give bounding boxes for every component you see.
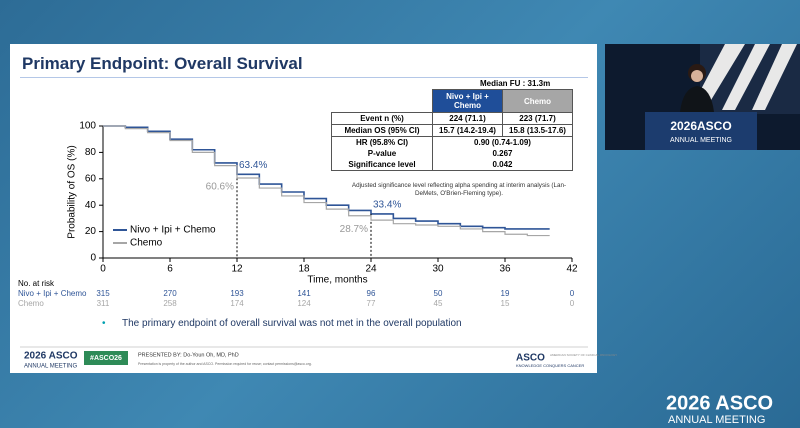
table-row: Significance level 0.042 [331,159,573,171]
risk-count: 19 [501,289,510,298]
risk-count: 0 [570,299,575,308]
risk-count: 96 [367,289,376,298]
footer-logo: 2026 ASCO [24,351,78,362]
header-row: Nivo + Ipi + Chemo Chemo [331,89,573,113]
row-label: HR (95.8% CI) [331,136,433,148]
risk-count: 45 [434,299,443,308]
cell-value: 15.7 (14.2-19.4) [432,124,503,137]
risk-count: 0 [570,289,575,298]
podium-logo: 2026ASCO [670,119,731,133]
table-note: Adjusted significance level reflecting a… [351,182,567,197]
y-tick-label: 100 [79,121,96,132]
risk-row-label: Nivo + Ipi + Chemo [18,289,87,298]
data-label: 60.6% [206,182,234,193]
table-row: Median OS (95% CI) 15.7 (14.2-19.4) 15.8 (… [331,124,573,137]
org-name: AMERICAN SOCIETY OF CLINICAL ONCOLOGY [550,353,617,357]
hashtag: #ASCO26 [90,355,122,362]
risk-count: 258 [163,299,177,308]
x-tick-label: 42 [566,264,578,275]
data-label: 28.7% [340,224,368,235]
x-tick-label: 30 [432,264,444,275]
results-table: Nivo + Ipi + Chemo Chemo Event n (%) 224 (7… [331,89,573,171]
risk-count: 124 [297,299,311,308]
legend-label: Nivo + Ipi + Chemo [130,225,216,236]
risk-count: 311 [97,299,110,308]
corner-cell [331,89,433,113]
risk-count: 315 [96,289,110,298]
y-tick-label: 40 [85,200,97,211]
risk-count: 193 [230,289,244,298]
arm-header: Nivo + Ipi + Chemo [432,89,503,113]
title-rule [20,77,588,78]
cell-value: 223 (71.7) [502,112,573,125]
table-row: P-value 0.267 [331,148,573,159]
risk-row-label: Chemo [18,299,44,308]
risk-count: 50 [434,289,443,298]
x-tick-label: 18 [298,264,310,275]
x-tick-label: 0 [100,264,106,275]
x-tick-label: 12 [231,264,243,275]
survival-curve [103,125,550,237]
podium [645,112,757,150]
row-label: Median OS (95% CI) [331,124,433,137]
y-tick-label: 0 [90,253,96,264]
presenter: PRESENTED BY: Do-Youn Oh, MD, PhD [138,352,239,358]
cell-value: 0.90 (0.74-1.09) [432,136,573,148]
risk-count: 174 [230,299,244,308]
risk-count: 141 [297,289,311,298]
table-row: Event n (%) 224 (71.1) 223 (71.7) [331,112,573,125]
table-row: HR (95.8% CI) 0.90 (0.74-1.09) [331,136,573,148]
arm-header: Chemo [502,89,573,113]
speaker-face [691,70,703,82]
y-tick-label: 60 [85,173,97,184]
watermark-logo-sub: ANNUAL MEETING [668,414,765,426]
risk-count: 15 [501,299,510,308]
x-tick-label: 24 [365,264,377,275]
row-label: Significance level [331,159,433,171]
data-label: 33.4% [373,200,401,211]
y-tick-label: 80 [85,147,97,158]
row-label: P-value [331,148,433,159]
cell-value: 224 (71.1) [432,112,503,125]
data-label: 63.4% [239,160,267,171]
cell-value: 0.042 [432,159,573,171]
org-logo: ASCO [516,353,545,364]
notice: Presentation is property of the author a… [138,362,312,366]
risk-count: 77 [367,299,376,308]
cell-value: 0.267 [432,148,573,159]
row-label: Event n (%) [331,112,433,125]
median-fu: Median FU : 31.3m [480,79,551,88]
stage-stripes [690,44,797,110]
y-tick-label: 20 [85,226,97,237]
x-axis-label: Time, months [307,275,367,286]
risk-title: No. at risk [18,279,55,288]
cell-value: 15.8 (13.5-17.6) [502,124,573,137]
bullet-text: The primary endpoint of overall survival… [122,318,462,329]
video-scene: 2026ASCO ANNUAL MEETING [645,44,800,150]
podium-logo-sub: ANNUAL MEETING [670,137,732,144]
watermark-logo: 2026 ASCO [666,392,773,414]
hashtag-box [84,351,128,365]
footer-logo-sub: ANNUAL MEETING [24,364,77,370]
survival-curve [103,125,550,230]
slide-title: Primary Endpoint: Overall Survival [22,54,303,73]
risk-count: 270 [163,289,177,298]
bullet-dot: • [102,318,106,329]
legend-label: Chemo [130,238,163,249]
x-tick-label: 6 [167,264,173,275]
speaker-body [680,86,714,112]
org-tagline: KNOWLEDGE CONQUERS CANCER [516,363,584,368]
x-tick-label: 36 [499,264,511,275]
y-axis-label: Probability of OS (%) [67,145,78,238]
